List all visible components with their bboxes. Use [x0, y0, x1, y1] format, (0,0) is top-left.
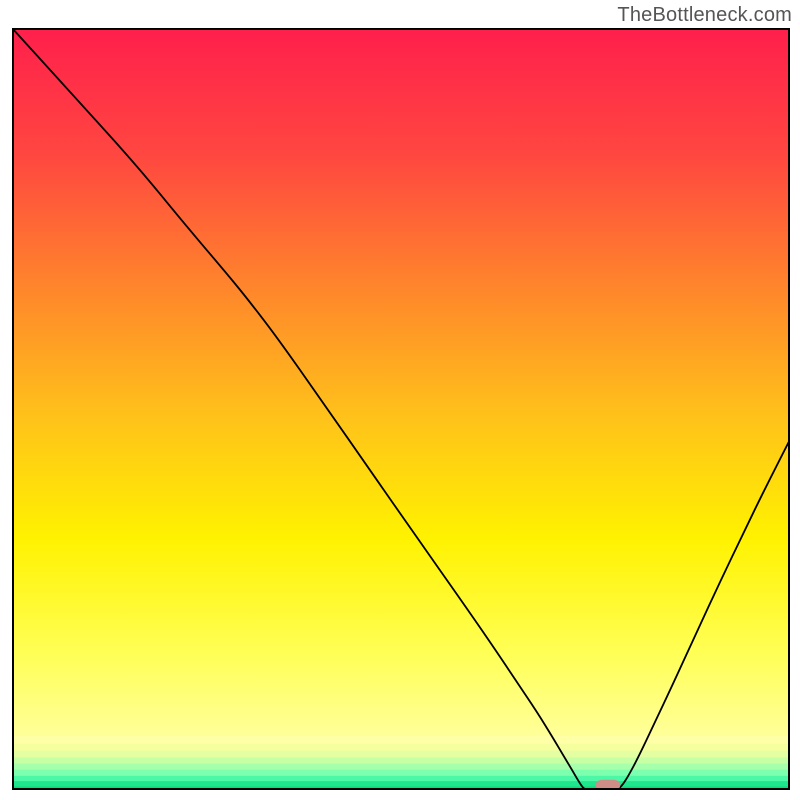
watermark-text: TheBottleneck.com	[617, 4, 792, 27]
background-band	[12, 751, 790, 759]
plot-area	[12, 28, 790, 790]
optimal-marker	[596, 780, 621, 790]
plot-svg	[12, 28, 790, 790]
background-band	[12, 757, 790, 764]
background-band	[12, 764, 790, 771]
background-band	[12, 736, 790, 745]
background-band	[12, 786, 790, 790]
figure-root: TheBottleneck.com	[0, 0, 800, 800]
background-band	[12, 770, 790, 777]
background-band	[12, 744, 790, 752]
background-gradient	[12, 28, 790, 737]
background-band	[12, 790, 790, 791]
